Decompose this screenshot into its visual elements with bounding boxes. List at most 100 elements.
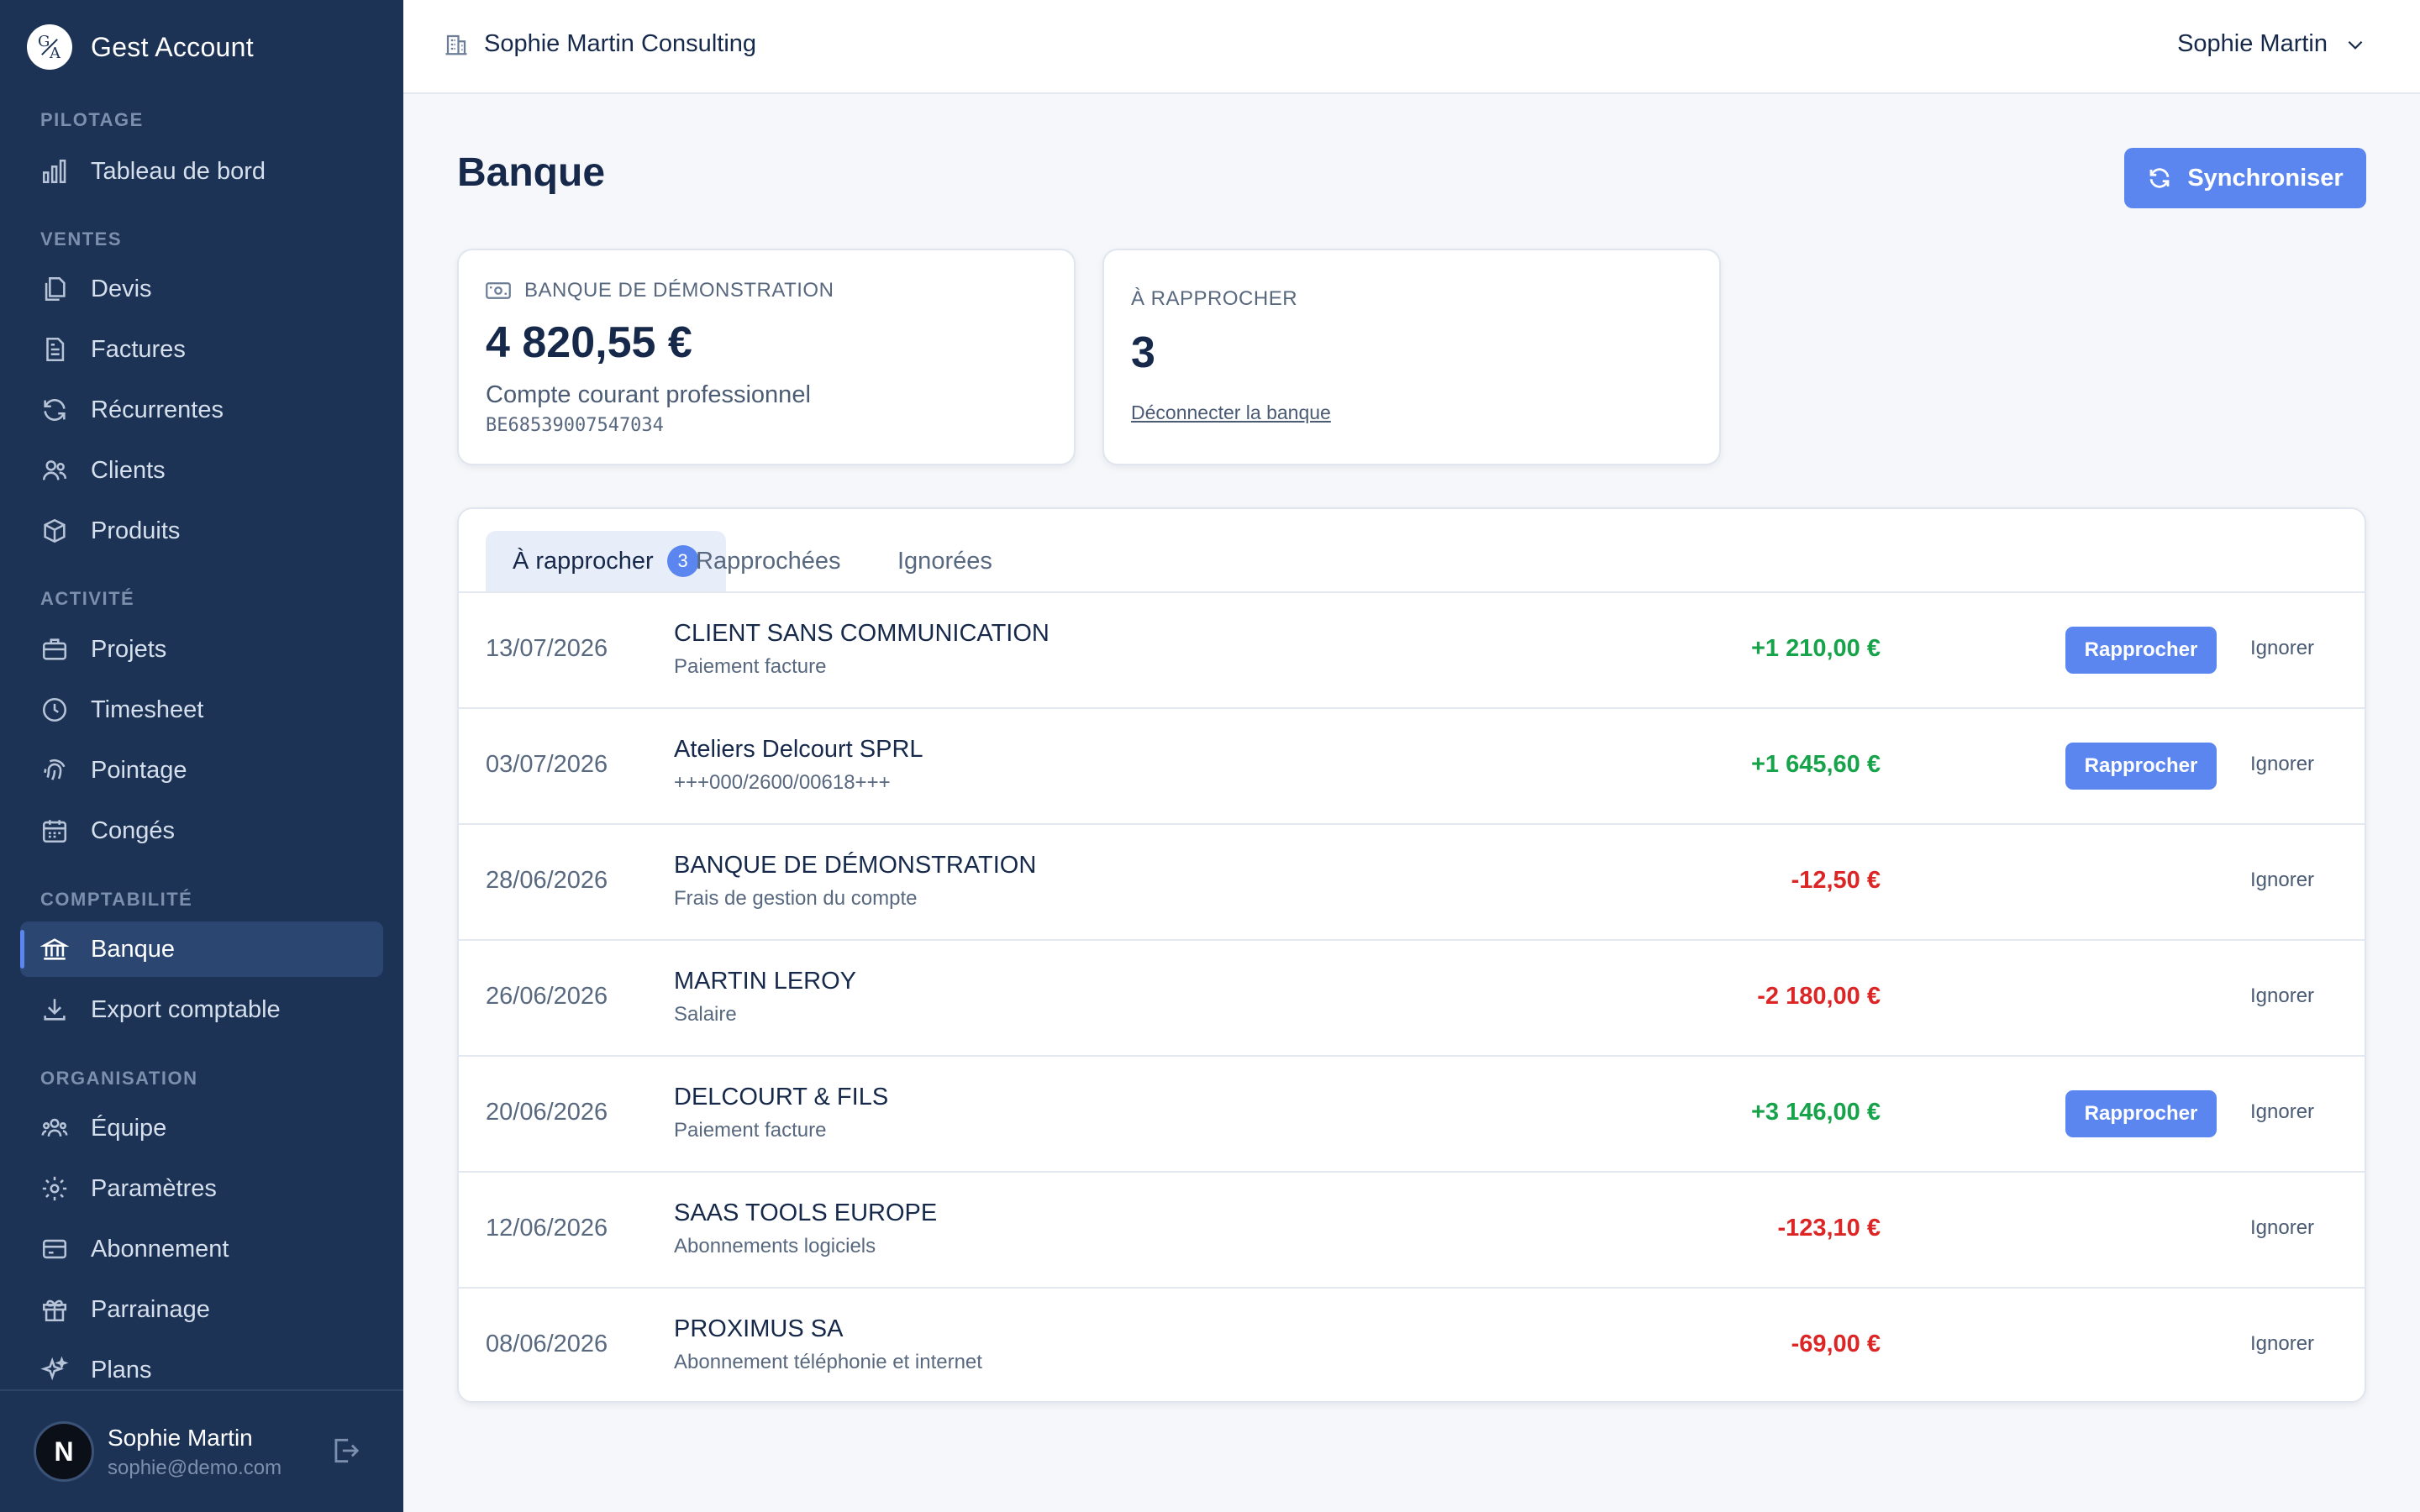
account-iban: BE68539007547034 <box>486 415 664 436</box>
sidebar-item-clients[interactable]: Clients <box>20 443 383 498</box>
transaction-date: 08/06/2026 <box>486 1331 608 1357</box>
sidebar-item-timesheet[interactable]: Timesheet <box>20 682 383 738</box>
sidebar-item-parrainage[interactable]: Parrainage <box>20 1282 383 1337</box>
sidebar-item-equipe[interactable]: Équipe <box>20 1100 383 1156</box>
page-title: Banque <box>457 150 606 195</box>
users-icon <box>42 460 67 480</box>
transaction-date: 28/06/2026 <box>486 867 608 894</box>
sidebar-item-label: Clients <box>91 456 166 484</box>
table-row: 20/06/2026 DELCOURT & FILS Paiement factur… <box>459 1057 2365 1173</box>
bank-account-card: BANQUE DE DÉMONSTRATION 4 820,55 € Compt… <box>457 249 1076 465</box>
reconcile-button[interactable]: Rapprocher <box>2065 627 2217 674</box>
tab-ignored[interactable]: Ignorées <box>871 531 1019 591</box>
gear-icon <box>42 1176 67 1201</box>
transaction-amount: -69,00 € <box>1791 1331 1881 1357</box>
transaction-amount: -2 180,00 € <box>1757 983 1881 1010</box>
ignore-button[interactable]: Ignorer <box>2250 1332 2315 1355</box>
company-selector[interactable]: Sophie Martin Consulting <box>444 30 756 58</box>
ignore-button[interactable]: Ignorer <box>2250 984 2315 1007</box>
refresh-icon <box>2149 168 2170 188</box>
reconcile-button[interactable]: Rapprocher <box>2065 743 2217 790</box>
transaction-label: SAAS TOOLS EUROPE <box>674 1200 938 1226</box>
count-badge: 3 <box>666 545 699 577</box>
tab-label: À rapprocher <box>513 547 654 575</box>
sidebar-item-produits[interactable]: Produits <box>20 503 383 559</box>
sidebar-item-pointage[interactable]: Pointage <box>20 743 383 798</box>
sidebar-item-label: Pointage <box>91 756 187 784</box>
sidebar-item-factures[interactable]: Factures <box>20 322 383 377</box>
app-logo-icon: G A <box>27 24 72 70</box>
table-row: 12/06/2026 SAAS TOOLS EUROPE Abonnements l… <box>459 1173 2365 1289</box>
sidebar-item-dashboard[interactable]: Tableau de bord <box>20 144 383 199</box>
sidebar-user-name: Sophie Martin <box>108 1425 253 1451</box>
ignore-button[interactable]: Ignorer <box>2250 637 2315 659</box>
transaction-description: Abonnements logiciels <box>674 1235 876 1257</box>
sidebar-item-plans[interactable]: Plans <box>20 1342 383 1398</box>
tab-reconciled[interactable]: Rapprochées <box>669 531 868 591</box>
transaction-description: +++000/2600/00618+++ <box>674 771 891 794</box>
sidebar-item-recurrentes[interactable]: Récurrentes <box>20 382 383 438</box>
reconcile-label: À RAPPROCHER <box>1131 287 1298 310</box>
disconnect-bank-link[interactable]: Déconnecter la banque <box>1131 402 1331 423</box>
calendar-icon <box>42 820 67 843</box>
table-row: 03/07/2026 Ateliers Delcourt SPRL +++000/2… <box>459 709 2365 825</box>
reconcile-count: 3 <box>1131 328 1155 377</box>
bank-icon <box>40 938 69 960</box>
briefcase-icon <box>42 638 67 660</box>
nav-section-title: ORGANISATION <box>40 1068 198 1089</box>
ignore-button[interactable]: Ignorer <box>2250 869 2315 891</box>
transaction-description: Frais de gestion du compte <box>674 887 918 910</box>
reconcile-button[interactable]: Rapprocher <box>2065 1090 2217 1137</box>
sidebar-item-banque[interactable]: Banque <box>20 921 383 977</box>
transaction-description: Salaire <box>674 1003 737 1026</box>
tab-label: Ignorées <box>897 547 992 575</box>
user-menu[interactable]: Sophie Martin <box>2177 30 2366 58</box>
sidebar-item-label: Récurrentes <box>91 396 224 423</box>
team-icon <box>41 1118 68 1137</box>
transaction-description: Paiement facture <box>674 655 827 678</box>
sidebar-item-parametres[interactable]: Paramètres <box>20 1161 383 1216</box>
sidebar-item-export[interactable]: Export comptable <box>20 982 383 1037</box>
tab-label: Rapprochées <box>696 547 841 575</box>
transaction-amount: -12,50 € <box>1791 867 1881 894</box>
download-icon <box>44 999 66 1021</box>
transaction-description: Abonnement téléphonie et internet <box>674 1351 982 1373</box>
logout-button[interactable] <box>329 1435 361 1467</box>
ignore-button[interactable]: Ignorer <box>2250 1216 2315 1239</box>
transaction-date: 26/06/2026 <box>486 983 608 1010</box>
transaction-date: 13/07/2026 <box>486 635 608 662</box>
bank-balance: 4 820,55 € <box>486 318 692 367</box>
ignore-button[interactable]: Ignorer <box>2250 1100 2315 1123</box>
brand[interactable]: G A Gest Account <box>27 24 254 71</box>
transaction-label: BANQUE DE DÉMONSTRATION <box>674 852 1037 879</box>
topbar: Sophie Martin Consulting Sophie Martin <box>403 0 2420 94</box>
transaction-amount: +1 210,00 € <box>1750 635 1881 662</box>
chevron-down-icon <box>2348 40 2363 50</box>
ignore-button[interactable]: Ignorer <box>2250 753 2315 775</box>
sidebar-item-label: Devis <box>91 275 152 302</box>
transaction-description: Paiement facture <box>674 1119 827 1142</box>
sidebar-item-conges[interactable]: Congés <box>20 803 383 858</box>
sidebar-item-abonnement[interactable]: Abonnement <box>20 1221 383 1277</box>
table-row: 26/06/2026 MARTIN LEROY Salaire -2 180,00 €… <box>459 941 2365 1057</box>
sidebar-item-label: Produits <box>91 517 181 544</box>
sidebar-item-label: Tableau de bord <box>91 157 266 185</box>
sidebar: G A Gest Account PILOTAGE Tableau de bor… <box>0 0 403 1512</box>
transaction-label: CLIENT SANS COMMUNICATION <box>674 620 1050 647</box>
sidebar-item-devis[interactable]: Devis <box>20 261 383 317</box>
building-icon <box>445 34 467 55</box>
invoice-icon <box>46 337 65 362</box>
sidebar-item-projets[interactable]: Projets <box>20 622 383 677</box>
avatar[interactable]: N <box>34 1421 94 1482</box>
sync-button-label: Synchroniser <box>2187 164 2344 192</box>
nav-section-title: VENTES <box>40 228 123 249</box>
sidebar-item-label: Banque <box>91 935 175 963</box>
documents-icon <box>45 276 66 302</box>
sync-button[interactable]: Synchroniser <box>2124 148 2366 208</box>
banknote-icon <box>486 282 511 299</box>
sidebar-user-email: sophie@demo.com <box>108 1457 282 1479</box>
transaction-amount: +1 645,60 € <box>1750 751 1881 778</box>
tab-to-reconcile[interactable]: À rapprocher 3 <box>486 531 726 591</box>
bar-chart-icon <box>42 159 66 184</box>
nav-section-title: COMPTABILITÉ <box>40 889 193 910</box>
